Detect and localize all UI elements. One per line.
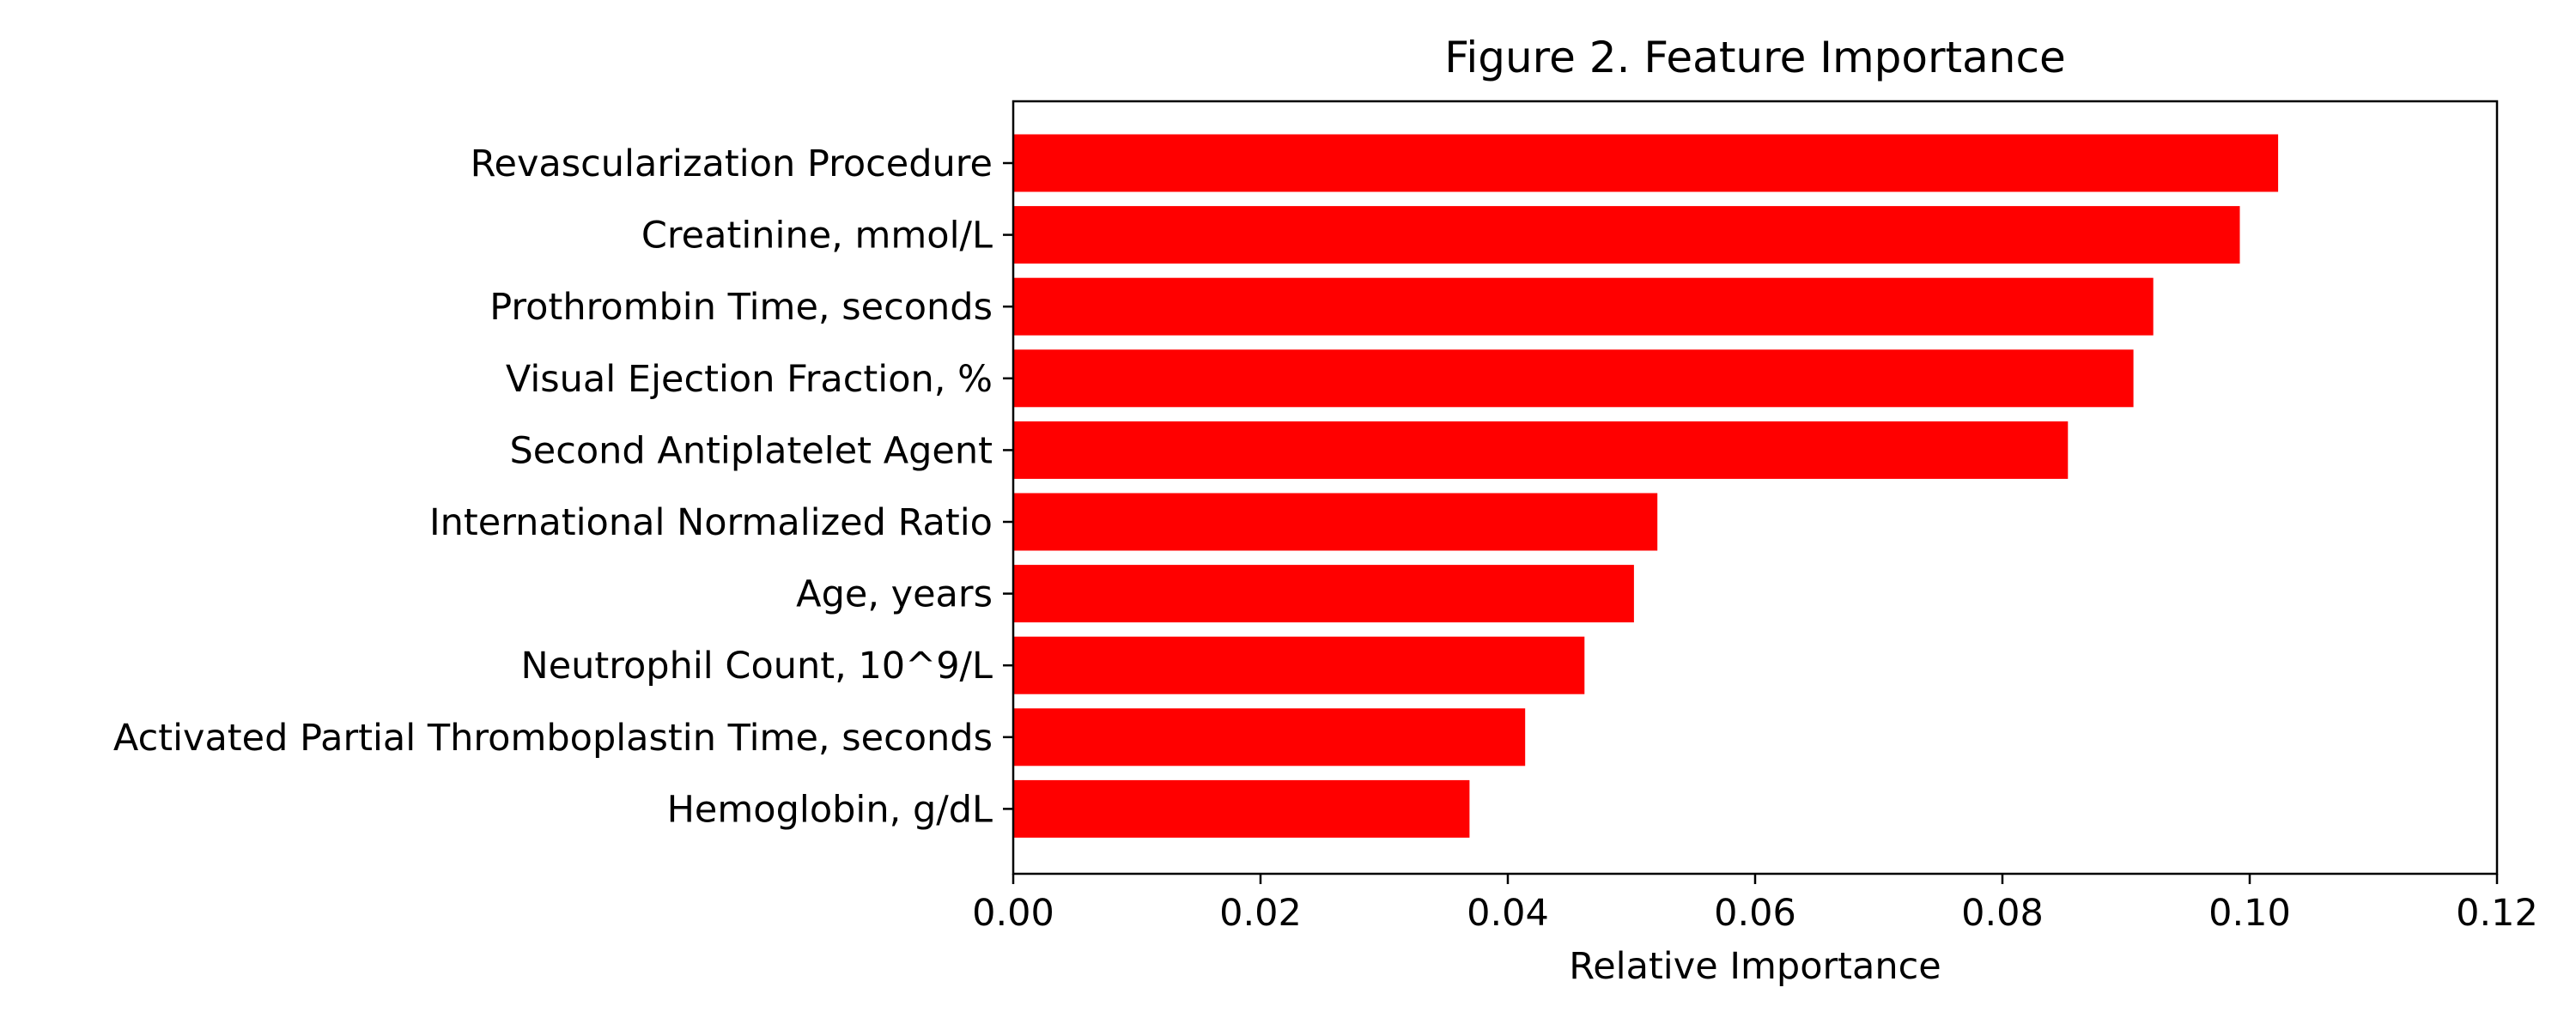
x-axis-tick-labels: 0.00 0.02 0.04 0.06 0.08 0.10 0.12 — [972, 892, 2538, 935]
bar — [1013, 493, 1658, 551]
x-axis-label: Relative Importance — [1569, 945, 1941, 988]
x-tick-label: 0.08 — [1961, 892, 2044, 935]
y-tick-label: Revascularization Procedure — [471, 142, 993, 185]
y-tick-label: Activated Partial Thromboplastin Time, s… — [113, 717, 993, 760]
y-tick-label: International Normalized Ratio — [429, 501, 993, 544]
y-tick-label: Visual Ejection Fraction, % — [506, 358, 993, 401]
y-tick-label: Creatinine, mmol/L — [641, 215, 993, 258]
plot-frame — [1012, 100, 2499, 876]
y-tick-label: Prothrombin Time, seconds — [489, 286, 993, 329]
bars-layer — [1013, 134, 2279, 838]
x-tick-label: 0.04 — [1467, 892, 1549, 935]
y-tick-label: Neutrophil Count, 10^9/L — [521, 645, 993, 688]
bar — [1013, 779, 1470, 838]
bar — [1013, 134, 2279, 192]
bar — [1013, 636, 1585, 694]
y-tick-label: Hemoglobin, g/dL — [667, 788, 993, 831]
x-tick-label: 0.00 — [972, 892, 1054, 935]
bar — [1013, 349, 2134, 408]
chart-title: Figure 2. Feature Importance — [1444, 33, 2066, 82]
x-tick-label: 0.12 — [2456, 892, 2538, 935]
bar — [1013, 206, 2240, 264]
y-axis-ticks — [1003, 161, 1013, 810]
x-tick-label: 0.06 — [1714, 892, 1796, 935]
y-tick-label: Second Antiplatelet Agent — [509, 429, 993, 472]
y-axis-category-labels: Revascularization Procedure Creatinine, m… — [113, 142, 993, 831]
x-tick-label: 0.02 — [1219, 892, 1302, 935]
bar — [1013, 421, 2069, 479]
bar — [1013, 565, 1634, 623]
bar — [1013, 277, 2154, 336]
y-tick-label: Age, years — [796, 573, 993, 616]
x-axis-ticks — [1012, 874, 2499, 884]
x-tick-label: 0.10 — [2208, 892, 2291, 935]
bar — [1013, 708, 1526, 766]
